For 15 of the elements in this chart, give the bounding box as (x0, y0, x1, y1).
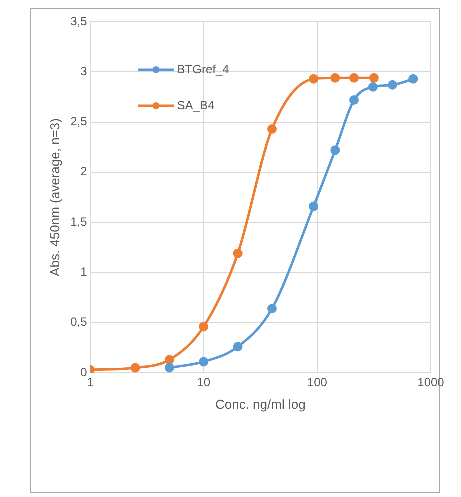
y-tick-label: 3 (80, 64, 88, 78)
y-tick-label: 1 (80, 265, 88, 280)
y-tick-label: 0 (80, 365, 88, 380)
y-tick-label: 2 (80, 164, 88, 179)
x-tick-label: 10 (197, 376, 211, 390)
y-axis-title: Abs. 450nm (average, n=3) (47, 118, 62, 276)
y-tick-label: 2,5 (70, 114, 88, 129)
legend-label: SA_B4 (177, 98, 215, 112)
x-axis-title: Conc. ng/ml log (215, 396, 306, 412)
y-tick-label: 0,5 (70, 315, 88, 330)
x-tick-label: 1000 (418, 376, 445, 390)
y-tick-label: 1,5 (70, 214, 88, 229)
x-tick-label: 100 (307, 376, 328, 390)
legend-label: BTGref_4 (177, 62, 230, 76)
y-tick-label: 3,5 (70, 14, 88, 28)
